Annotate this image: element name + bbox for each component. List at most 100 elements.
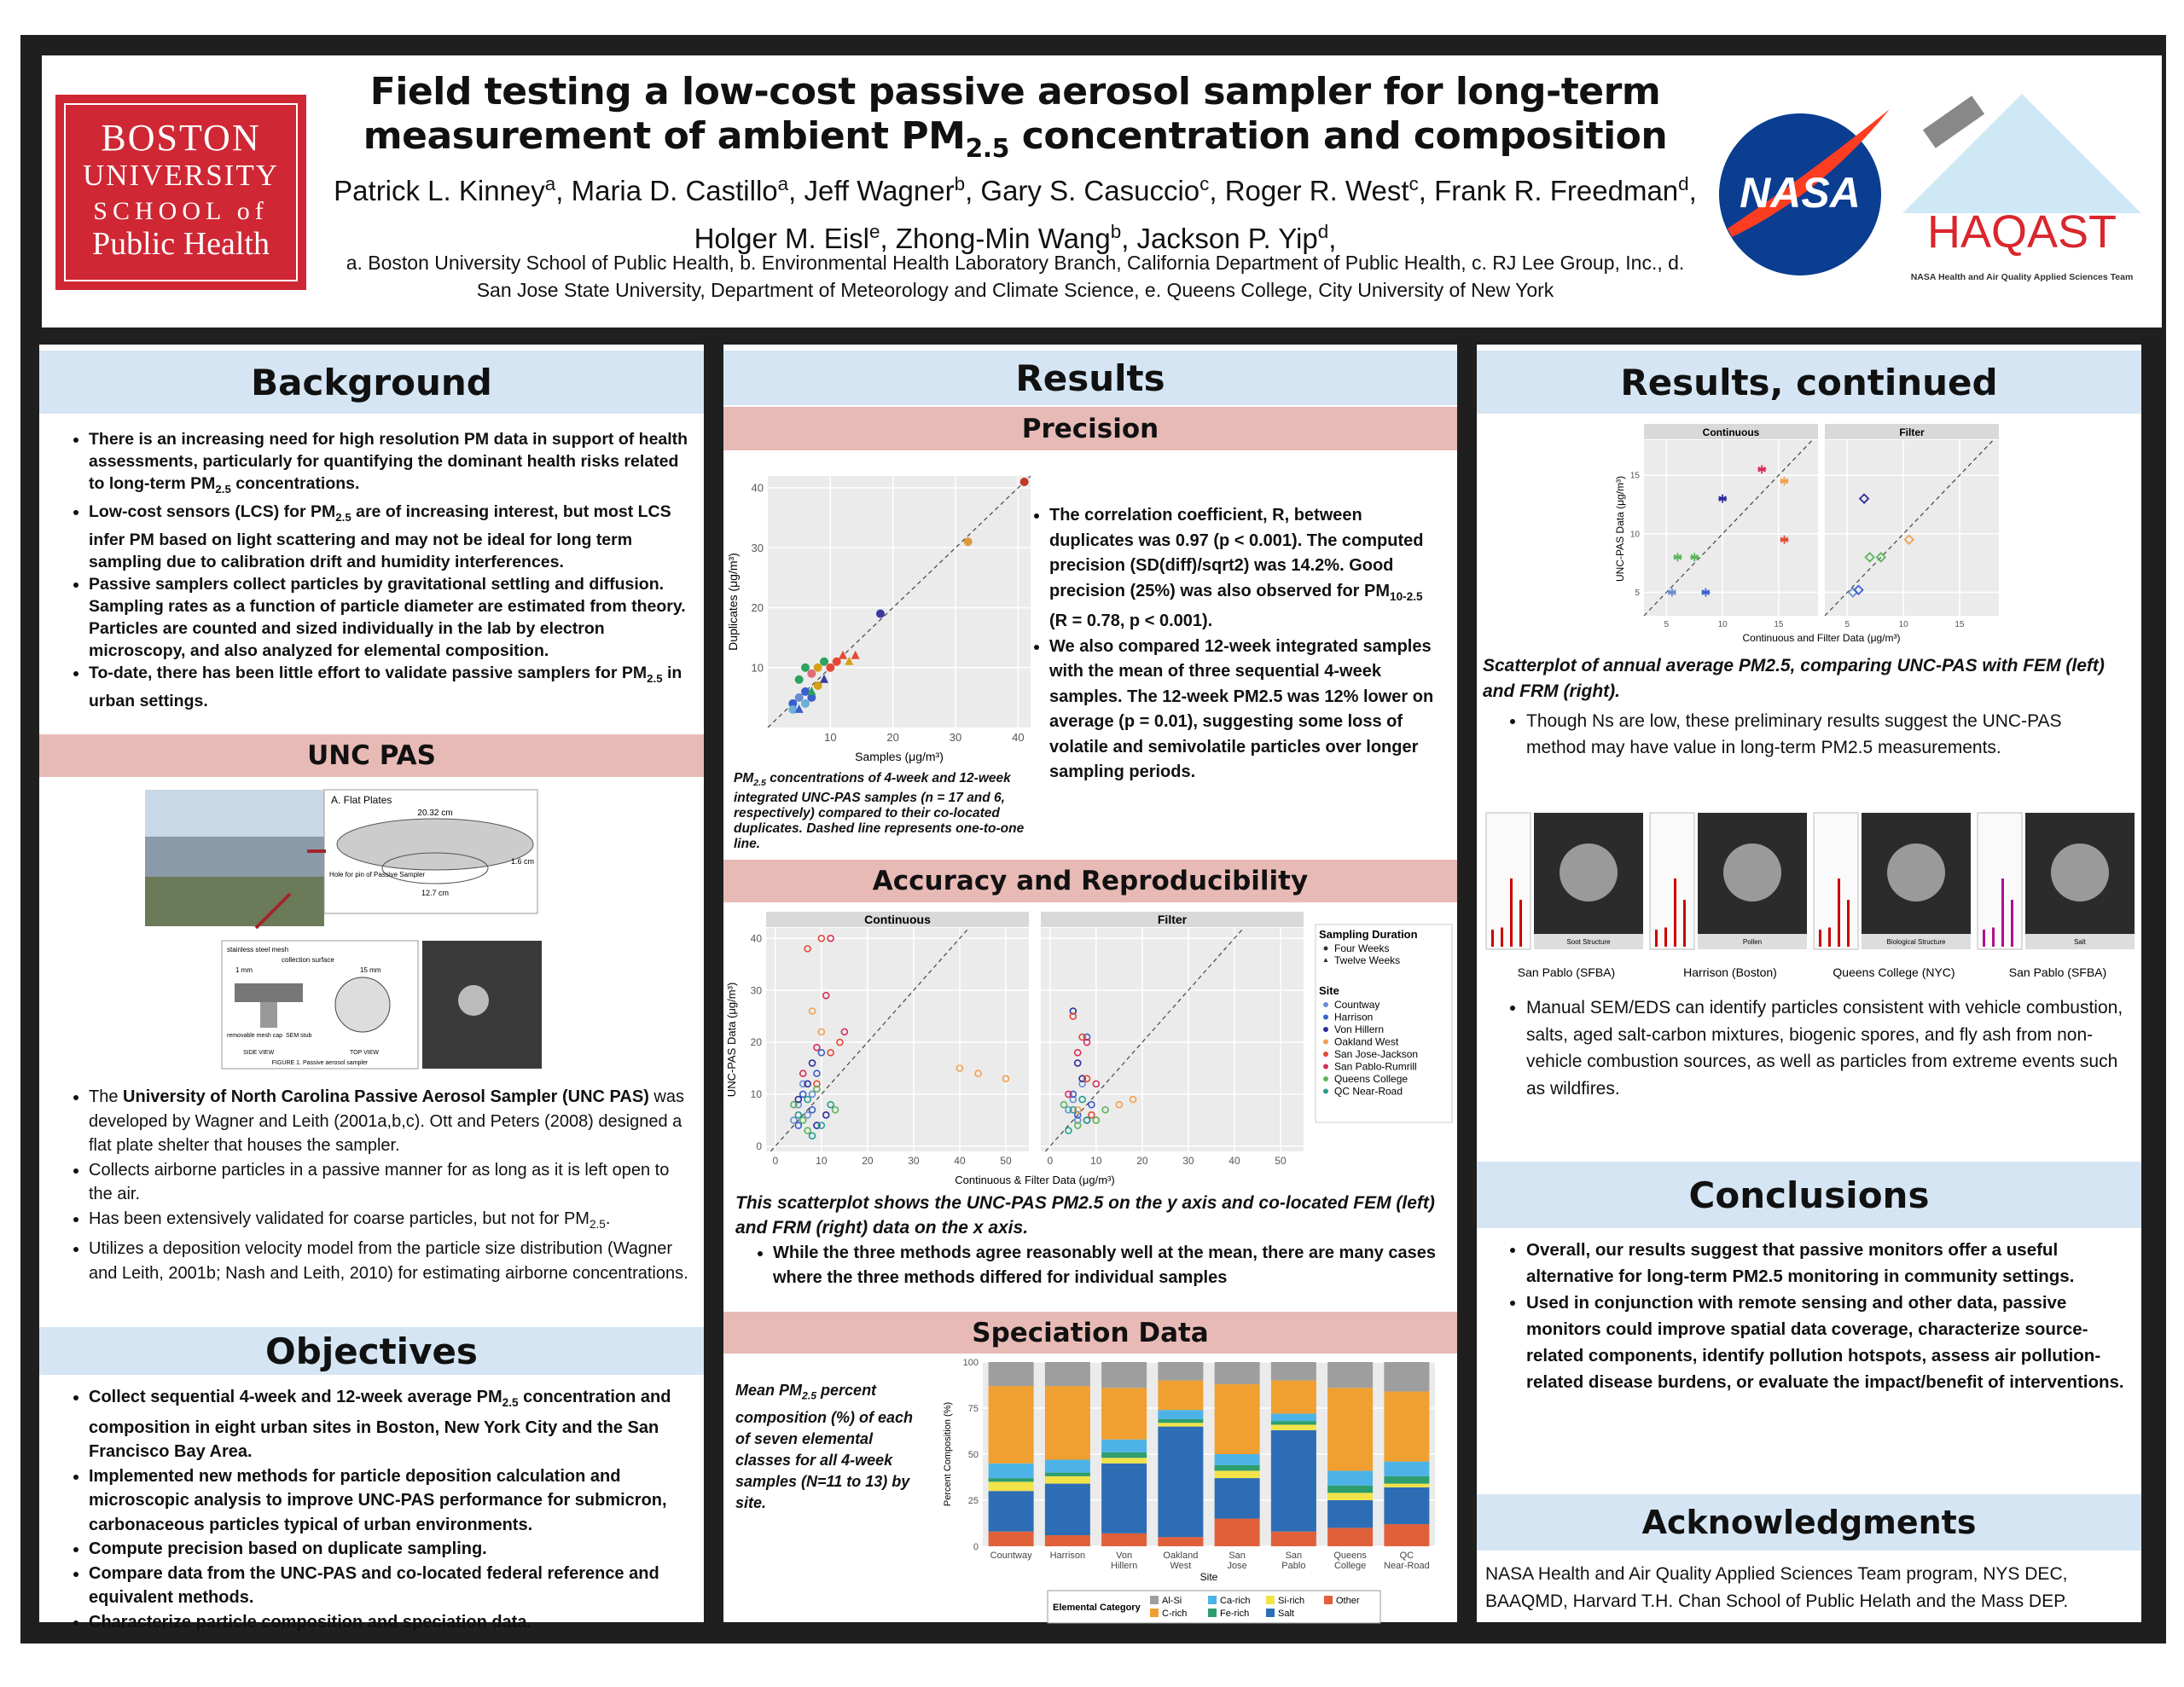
text-run: Compare data from the UNC-PAS and co-loc…: [89, 1563, 659, 1608]
label-line: Von: [1116, 1551, 1132, 1561]
y-tick-label: 25: [968, 1496, 979, 1506]
precision-list: The correlation coefficient, R, between …: [1015, 503, 1457, 786]
logo-line: SCHOOL of: [93, 197, 269, 226]
section-heading: Results, continued: [1477, 351, 2141, 414]
point: [799, 1090, 807, 1099]
sem-label: Pollen: [1743, 938, 1762, 946]
x-tick-label: 50: [1275, 1155, 1287, 1167]
point: [1083, 1038, 1091, 1046]
bar-segment: [1384, 1483, 1430, 1487]
point: [836, 1038, 844, 1046]
y-tick-label: 0: [973, 1542, 979, 1552]
label-line: Jose: [1228, 1561, 1247, 1571]
bullet: Overall, our results suggest that passiv…: [1526, 1237, 2126, 1290]
bar-segment: [1384, 1391, 1430, 1462]
legend-swatch: [1323, 1002, 1328, 1007]
legend-label: San Pablo-Rumrill: [1334, 1061, 1417, 1073]
section-heading: Precision: [723, 407, 1457, 450]
eds-peak: [1501, 927, 1503, 947]
point: [1073, 1116, 1082, 1124]
x-tick-label: Von Hillern: [1111, 1551, 1137, 1571]
bar-segment: [988, 1362, 1034, 1387]
text-run: There is an increasing need for high res…: [89, 430, 688, 493]
diagram-label: 20.32 cm: [417, 809, 452, 818]
y-tick-label: 50: [968, 1450, 979, 1460]
eds-spectrum: [1813, 812, 1859, 950]
facet-strip: [1825, 424, 1999, 439]
point: [1673, 553, 1682, 562]
y-tick-label: 0: [756, 1140, 762, 1152]
point: [1083, 1075, 1091, 1082]
point: [1757, 465, 1767, 474]
diagram-label: SEM stub: [286, 1033, 311, 1039]
legend-swatch: [1323, 1039, 1328, 1045]
point: [1323, 958, 1328, 962]
bullet: There is an increasing need for high res…: [89, 428, 688, 501]
label-line: Harrison: [1050, 1551, 1086, 1561]
text-run: , Jeff Wagner: [788, 175, 955, 206]
bar-segment: [1270, 1362, 1316, 1381]
text-run: was developed by Wagner and Leith (2001a…: [89, 1087, 684, 1155]
nasa-swoosh: [1728, 109, 1890, 237]
x-tick-label: 40: [954, 1155, 966, 1167]
legend-label: San Jose-Jackson: [1334, 1048, 1418, 1060]
bullet: To-date, there has been little effort to…: [89, 662, 688, 712]
annual-chart: Continuous 5 10 15 5 10 15 Filter 5 10 15 Continuou…: [1614, 424, 1999, 644]
section-heading: Objectives: [39, 1327, 704, 1375]
eds-peak: [1519, 900, 1522, 947]
text-run: concentrations of 4-week and 12-week int…: [734, 771, 1025, 852]
text-run: Mean PM: [735, 1382, 803, 1399]
bar-segment: [988, 1463, 1034, 1479]
legend-swatch: [1323, 1052, 1328, 1057]
bullet: We also compared 12-week integrated samp…: [1049, 635, 1442, 786]
sem-caption: San Pablo (SFBA): [1518, 965, 1615, 979]
text-run: While the three methods agree reasonably…: [773, 1244, 1436, 1287]
point: [839, 650, 847, 659]
subscript: 10-2.5: [1390, 589, 1423, 603]
point: [808, 1090, 816, 1099]
bar-segment: [1158, 1426, 1204, 1538]
facet-title: Filter: [1158, 913, 1188, 926]
text-run: Patrick L. Kinney: [334, 175, 545, 206]
nasa-text: NASA: [1740, 169, 1861, 217]
text-run: We also compared 12-week integrated samp…: [1049, 636, 1434, 782]
sem-particle: [2051, 844, 2109, 901]
subscript: 2.5: [753, 778, 766, 789]
point: [794, 675, 804, 684]
identity-line: [1824, 439, 1994, 617]
objectives-list: Collect sequential 4-week and 12-week av…: [39, 1385, 704, 1634]
point: [827, 1048, 834, 1057]
point: [799, 1080, 807, 1088]
bar-segment: [1214, 1454, 1260, 1465]
x-tick-label: 5: [1664, 620, 1670, 629]
subscript: 2.5: [215, 482, 231, 496]
eds-peak: [1819, 930, 1821, 947]
section-heading: Speciation Data: [723, 1312, 1457, 1354]
point: [1019, 478, 1029, 487]
sem-label: Biological Structure: [1887, 938, 1946, 946]
plate-lower: [381, 852, 489, 884]
point: [1073, 1122, 1082, 1129]
x-tick-label: Countway: [990, 1551, 1032, 1561]
section-heading: Results: [723, 351, 1457, 405]
bar-segment: [988, 1491, 1034, 1532]
y-tick-label: 10: [751, 1088, 763, 1100]
y-tick-label: 5: [1635, 588, 1640, 598]
text-run: .: [605, 1209, 611, 1228]
eds-peak: [1847, 900, 1850, 947]
y-tick-label: 100: [963, 1358, 979, 1368]
text-run: percent composition (%) of each of seven…: [735, 1382, 914, 1511]
label-line: Near-Road: [1384, 1561, 1430, 1571]
legend-swatch: [1208, 1609, 1217, 1617]
point: [1115, 1100, 1124, 1109]
bar-segment: [1384, 1524, 1430, 1546]
point: [876, 609, 885, 618]
eds-peak: [1828, 927, 1831, 947]
bar-segment: [1044, 1535, 1090, 1546]
legend-label: Harrison: [1334, 1012, 1373, 1023]
bar-segment: [988, 1386, 1034, 1464]
point: [1903, 534, 1914, 546]
identity-line: [770, 927, 970, 1152]
logo-line: Public Health: [92, 226, 270, 263]
x-tick-label: Harrison: [1050, 1551, 1086, 1561]
